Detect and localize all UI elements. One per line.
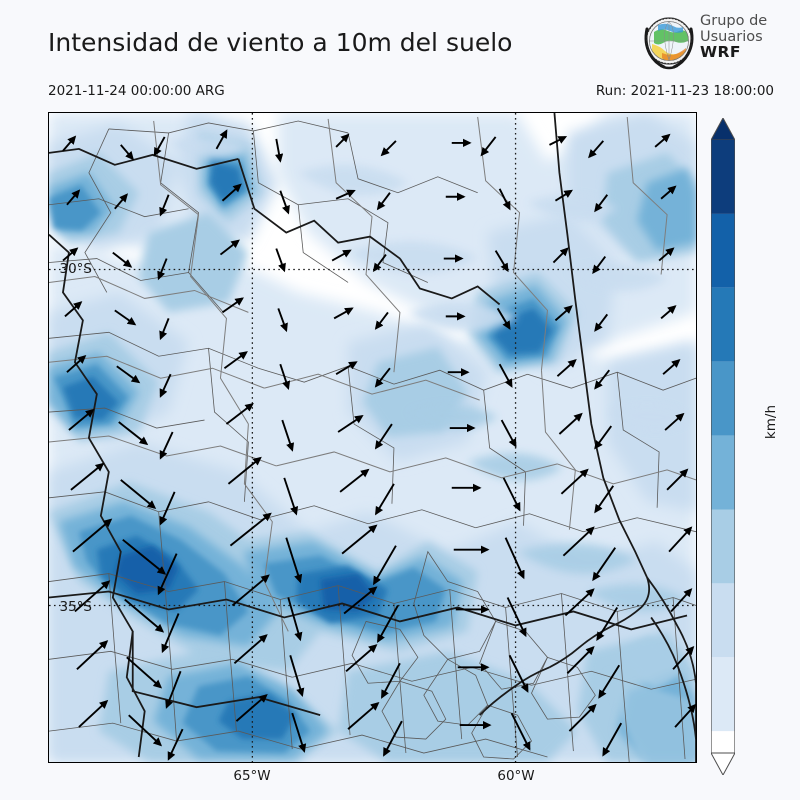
- logo-line-3: WRF: [700, 43, 741, 61]
- xtick-label-60w: 60°W: [497, 768, 535, 784]
- colorbar[interactable]: 80 70 60 50 40 30 20 10 0: [711, 118, 735, 775]
- ytick-label-30s: 30°S: [59, 261, 93, 277]
- logo-line-2: Usuarios: [700, 28, 763, 45]
- colorbar-axis-label: km/h: [763, 405, 779, 440]
- ytick-label-35s: 35°S: [59, 599, 93, 615]
- run-time-label: Run: 2021-11-23 18:00:00: [595, 83, 774, 99]
- colorbar-gradient: [711, 118, 735, 775]
- wrf-user-group-logo: Grupo de Usuarios WRF: [640, 13, 795, 75]
- graticule: [49, 113, 696, 762]
- country-borders-coastline: [49, 113, 696, 762]
- logo-line-1: Grupo de: [700, 13, 768, 29]
- valid-time-label: 2021-11-24 00:00:00 ARG: [48, 83, 225, 99]
- logo-text: Grupo de Usuarios WRF: [700, 13, 768, 61]
- page-title: Intensidad de viento a 10m del suelo: [48, 28, 513, 57]
- globe-emblem-icon: [644, 17, 694, 70]
- map-canvas: [49, 113, 696, 762]
- water-bodies: [607, 636, 696, 762]
- wind-arrow-field: [62, 129, 696, 761]
- wind-speed-map[interactable]: [48, 112, 697, 763]
- xtick-label-65w: 65°W: [233, 768, 271, 784]
